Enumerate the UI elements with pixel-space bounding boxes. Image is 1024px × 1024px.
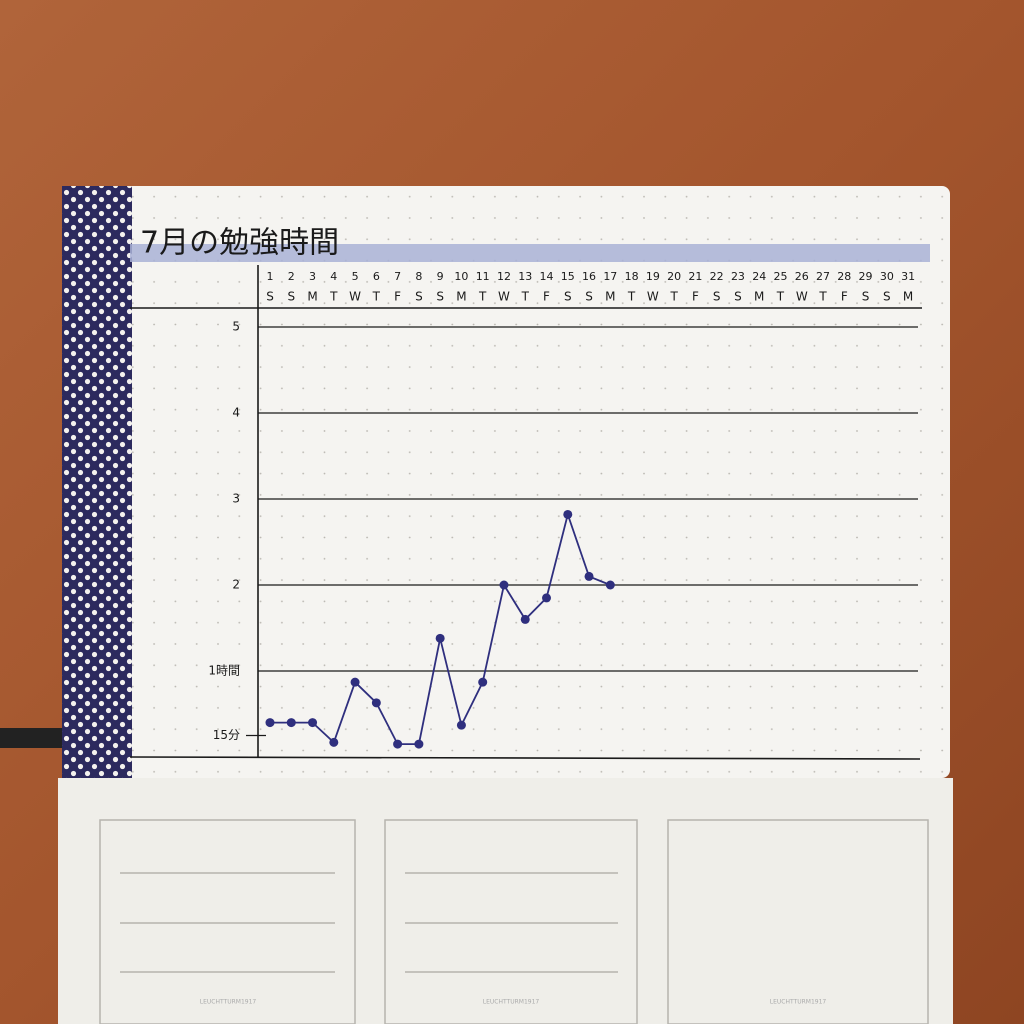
weekday-label: S [713,290,721,304]
x-tick-label: 26 [795,270,809,283]
ribbon [0,728,70,748]
x-tick-label: 30 [880,270,894,283]
data-point [393,739,403,749]
weekday-label: S [734,290,742,304]
x-tick-label: 17 [603,270,617,283]
weekday-label: S [415,290,423,304]
x-tick-label: 20 [667,270,681,283]
weekday-label: W [647,290,659,304]
y-tick-label: 3 [232,492,240,506]
weekday-label: S [883,290,891,304]
x-tick-label: 19 [646,270,660,283]
x-tick-label: 3 [309,270,316,283]
title-highlight [130,244,930,262]
data-point [371,698,381,708]
weekday-label: S [266,290,274,304]
weekday-label: S [287,290,295,304]
x-tick-label: 8 [415,270,422,283]
x-tick-label: 18 [625,270,639,283]
data-point [329,737,339,747]
weekday-label: T [818,290,827,304]
weekday-label: T [776,290,785,304]
x-tick-label: 15 [561,270,575,283]
weekday-label: W [349,290,361,304]
weekday-label: W [498,290,510,304]
x-tick-label: 14 [540,270,554,283]
data-point [478,677,488,687]
x-tick-label: 28 [837,270,851,283]
y-tick-label: 15分 [213,728,240,742]
weekday-label: M [456,290,466,304]
x-tick-label: 13 [518,270,532,283]
data-point [456,720,466,730]
y-tick-label: 2 [232,578,240,592]
weekday-label: S [564,290,572,304]
y-tick-label: 1時間 [208,664,240,678]
weekday-label: F [543,290,550,304]
x-tick-label: 2 [288,270,295,283]
x-tick-label: 22 [710,270,724,283]
plot: 15分30451時間23451S2S3M4T5W6T7F8S9S10M11T12… [208,270,918,749]
chart-title: 7月の勉強時間 [140,226,339,261]
brand: LEUCHTTURM1917 [200,999,257,1006]
weekday-label: S [862,290,870,304]
weekday-label: F [692,290,699,304]
weekday-label: T [627,290,636,304]
x-tick-label: 6 [373,270,380,283]
weekday-label: W [796,290,808,304]
x-tick-label: 31 [901,270,915,283]
weekday-label: T [521,290,530,304]
x-tick-label: 7 [394,270,401,283]
brand: LEUCHTTURM1917 [770,999,827,1006]
brand: LEUCHTTURM1917 [483,999,540,1006]
data-point [563,509,573,519]
weekday-label: F [841,290,848,304]
weekday-label: T [329,290,338,304]
weekday-label: F [394,290,401,304]
weekday-label: M [754,290,764,304]
x-tick-label: 10 [454,270,468,283]
data-point [414,739,424,749]
washi-tape [62,186,132,778]
x-tick-label: 23 [731,270,745,283]
weekday-label: S [585,290,593,304]
x-tick-label: 24 [752,270,766,283]
data-point [499,580,509,590]
y-tick-label: 4 [232,406,240,420]
x-tick-label: 5 [352,270,359,283]
data-point [265,718,275,728]
x-tick-label: 4 [330,270,337,283]
x-tick-label: 11 [476,270,490,283]
x-tick-label: 25 [773,270,787,283]
data-point [350,677,360,687]
data-point [308,718,318,728]
x-tick-label: 9 [437,270,444,283]
weekday-label: M [307,290,317,304]
weekday-label: T [372,290,381,304]
x-tick-label: 29 [859,270,873,283]
weekday-label: S [436,290,444,304]
dot-grid [130,190,945,774]
lower-page [58,778,953,1024]
x-tick-label: 16 [582,270,596,283]
x-tick-label: 12 [497,270,511,283]
x-tick-label: 21 [688,270,702,283]
data-point [520,614,530,624]
y-tick-label: 5 [232,320,240,334]
frame [129,265,922,760]
data-point [542,593,552,603]
weekday-label: M [605,290,615,304]
x-tick-label: 1 [267,270,274,283]
data-point [435,633,445,643]
weekday-label: T [669,290,678,304]
data-point [286,718,296,728]
weekday-label: M [903,290,913,304]
x-tick-label: 27 [816,270,830,283]
boxes [99,819,929,1024]
data-point [584,571,594,581]
data-point [605,580,615,590]
weekday-label: T [478,290,487,304]
